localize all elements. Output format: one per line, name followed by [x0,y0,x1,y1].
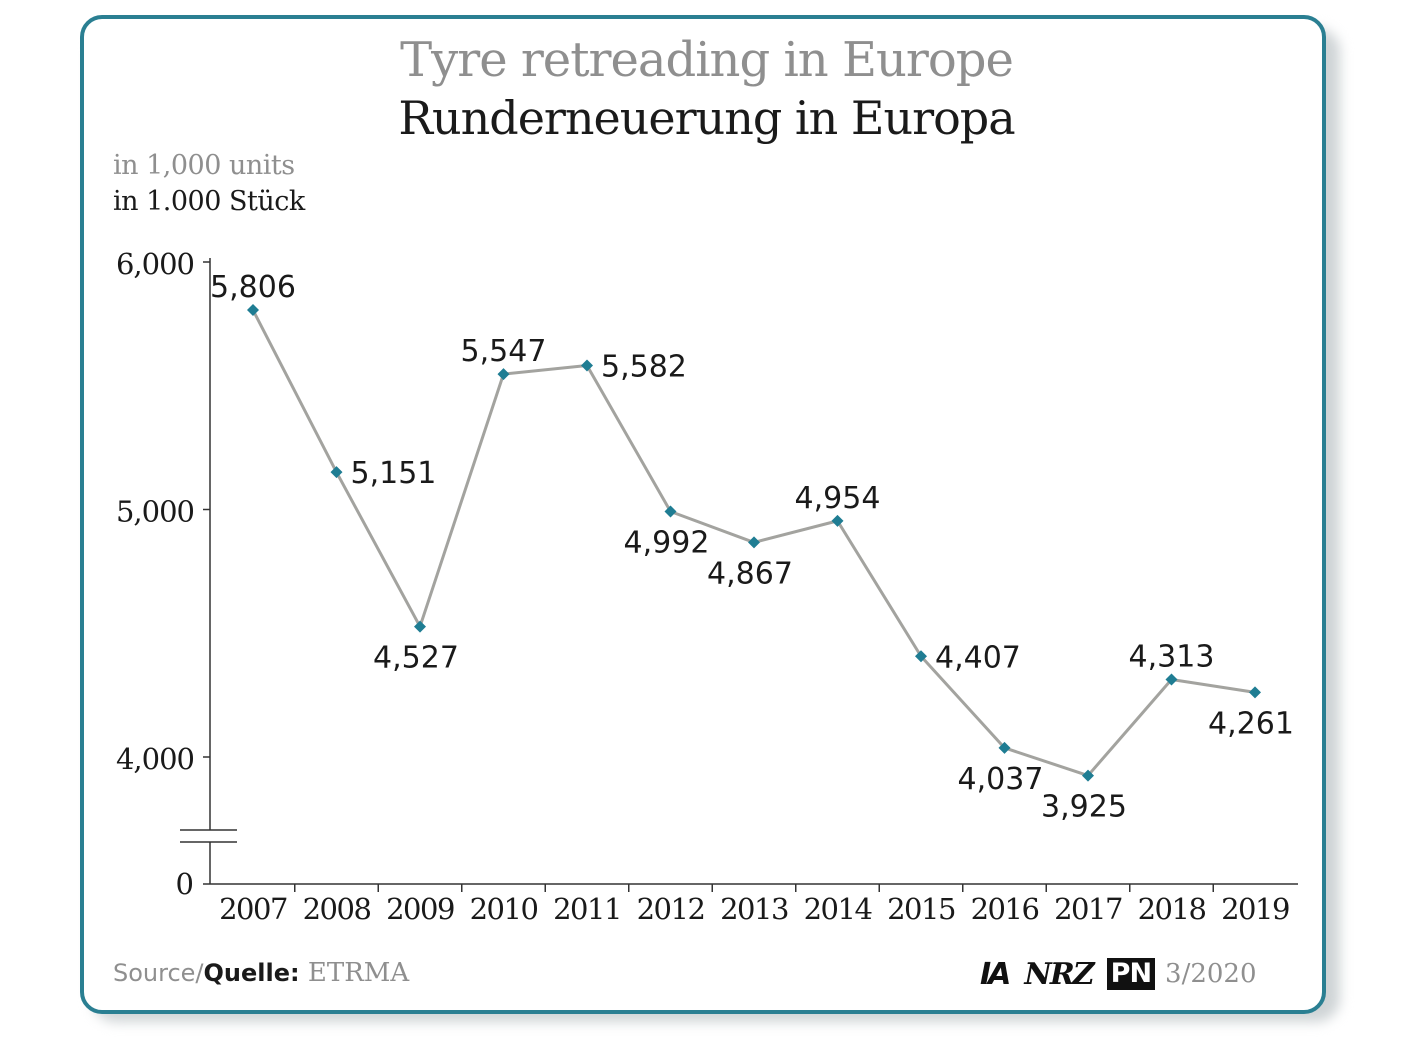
data-point-marker [1165,673,1178,686]
data-label: 3,925 [1041,790,1127,825]
data-label: 4,313 [1129,640,1215,675]
source-value: ETRMA [307,958,410,988]
y-tick-label: 5,000 [116,495,194,529]
source-label-english: Source/ [113,959,204,987]
nrz-logo: NRZ [1024,956,1094,992]
data-point-marker [664,505,677,518]
chart-title-german: Runderneuerung in Europa [398,91,1015,145]
unit-label-english: in 1,000 units [113,150,295,181]
x-tick-label: 2013 [720,892,788,926]
chart-card [80,15,1326,1014]
data-point-marker [497,368,510,381]
x-tick-label: 2010 [470,892,538,926]
marker-group [247,304,1261,782]
y-tick-label: 6,000 [116,247,194,281]
source-note: Source/Quelle: ETRMA [113,958,409,988]
data-label: 4,037 [958,762,1044,797]
x-tick-label: 2016 [971,892,1039,926]
data-label: 4,407 [935,640,1021,675]
axis-break-gap [206,830,214,842]
chart-axes [180,258,1298,885]
x-tick-label: 2011 [553,892,621,926]
x-tick-label: 2018 [1138,892,1206,926]
x-tick-label: 2008 [303,892,371,926]
x-tick-label: 2007 [219,892,287,926]
x-tick-label: 2012 [637,892,705,926]
source-label-german: Quelle: [203,959,300,987]
data-point-marker [330,466,343,479]
publisher-logos: IA NRZ PN 3/2020 [980,956,1257,992]
data-point-marker [414,620,426,633]
data-point-marker [748,536,760,549]
x-tick-label: 2019 [1221,892,1289,926]
data-point-marker [1249,686,1261,699]
x-axis-ticks: 2007 2008 2009 2010 2011 2012 2013 2014 2015 2016… [219,884,1290,926]
data-label: 5,151 [351,456,437,491]
y-axis-ticks: 6,000 5,000 4,000 0 [116,247,210,901]
y-tick-label: 4,000 [116,742,194,776]
x-tick-label: 2009 [386,892,454,926]
data-point-marker [247,304,259,317]
data-label: 5,806 [210,270,296,305]
x-tick-label: 2015 [887,892,955,926]
pn-logo: PN [1106,958,1156,990]
unit-label-german: in 1.000 Stück [113,186,305,217]
data-label: 4,261 [1208,706,1294,741]
data-label: 5,582 [601,349,687,384]
data-label: 4,954 [795,481,881,516]
chart-title-english: Tyre retreading in Europe [400,32,1014,88]
data-label: 5,547 [461,334,547,369]
ia-logo: IA [980,956,1011,992]
data-point-marker [998,741,1011,754]
issue-number: 3/2020 [1165,959,1257,989]
data-label: 4,992 [624,525,710,560]
data-label: 4,867 [707,556,793,591]
x-tick-label: 2017 [1054,892,1122,926]
y-tick-label-zero: 0 [176,867,194,901]
data-point-marker [1082,769,1094,782]
data-point-marker [915,650,927,663]
data-point-marker [831,514,844,527]
data-point-marker [581,359,593,372]
x-tick-label: 2014 [804,892,872,926]
data-label: 4,527 [373,641,459,676]
